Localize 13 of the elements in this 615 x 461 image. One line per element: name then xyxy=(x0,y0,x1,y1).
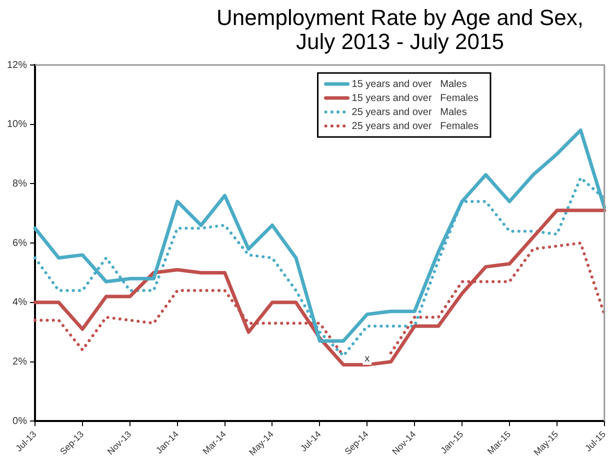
y-tick-label: 6% xyxy=(12,238,28,249)
chart-title: Unemployment Rate by Age and Sex, July 2013 - July 2015 xyxy=(216,5,584,54)
legend-label: 15 years and over Females xyxy=(352,92,478,104)
y-tick-label: 4% xyxy=(12,297,28,308)
annotation: x xyxy=(364,354,370,365)
legend-label: 25 years and over Males xyxy=(352,106,467,118)
y-tick-label: 0% xyxy=(12,416,28,427)
y-tick-label: 8% xyxy=(12,178,28,190)
legend-label: 15 years and over Males xyxy=(352,78,467,90)
y-tick-label: 12% xyxy=(7,60,28,71)
legend-label: 25 years and over Females xyxy=(352,120,478,132)
y-tick-label: 2% xyxy=(12,356,28,368)
y-tick-label: 10% xyxy=(7,119,28,130)
